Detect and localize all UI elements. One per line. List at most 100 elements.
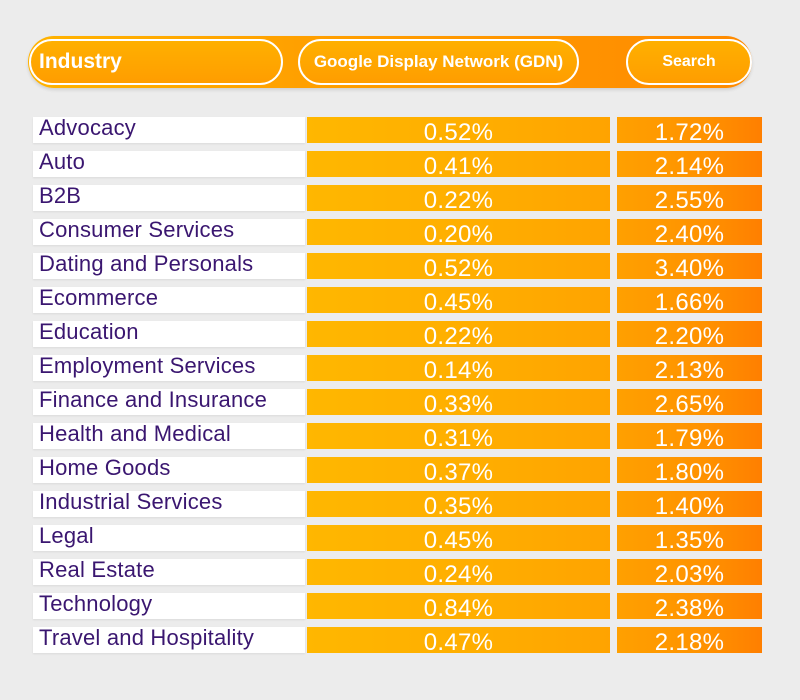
table-row: B2B 0.22% 2.55% (0, 183, 800, 214)
table-row: Auto 0.41% 2.14% (0, 149, 800, 180)
industry-name: Dating and Personals (39, 251, 254, 276)
industry-name: Real Estate (39, 557, 155, 582)
gdn-cell: 0.35% (307, 491, 610, 520)
search-value: 2.14% (654, 153, 725, 180)
gdn-cell: 0.33% (307, 389, 610, 418)
search-value: 1.66% (654, 289, 725, 316)
search-cell: 1.40% (617, 491, 762, 520)
search-value: 2.03% (654, 561, 725, 588)
search-value: 1.79% (654, 425, 725, 452)
industry-name: Employment Services (39, 353, 256, 378)
gdn-value: 0.52% (423, 119, 494, 146)
search-cell: 2.14% (617, 151, 762, 180)
search-value: 1.35% (654, 527, 725, 554)
search-cell: 2.40% (617, 219, 762, 248)
search-value: 2.13% (654, 357, 725, 384)
gdn-value: 0.22% (423, 187, 494, 214)
table-row: Dating and Personals 0.52% 3.40% (0, 251, 800, 282)
gdn-cell: 0.45% (307, 525, 610, 554)
industry-cell: Dating and Personals (33, 251, 305, 279)
table-row: Finance and Insurance 0.33% 2.65% (0, 387, 800, 418)
search-cell: 1.35% (617, 525, 762, 554)
industry-cell: Technology (33, 591, 305, 619)
industry-cell: Real Estate (33, 557, 305, 585)
search-value: 1.80% (654, 459, 725, 486)
industry-cell: Consumer Services (33, 217, 305, 245)
table-row: Legal 0.45% 1.35% (0, 523, 800, 554)
gdn-value: 0.33% (423, 391, 494, 418)
industry-cell: Health and Medical (33, 421, 305, 449)
search-value: 1.72% (654, 119, 725, 146)
industry-name: B2B (39, 183, 82, 208)
search-cell: 2.13% (617, 355, 762, 384)
gdn-value: 0.22% (423, 323, 494, 350)
gdn-cell: 0.14% (307, 355, 610, 384)
table-row: Ecommerce 0.45% 1.66% (0, 285, 800, 316)
industry-cell: Travel and Hospitality (33, 625, 305, 653)
search-cell: 1.66% (617, 287, 762, 316)
table-row: Technology 0.84% 2.38% (0, 591, 800, 622)
search-value: 2.18% (654, 629, 725, 656)
gdn-cell: 0.41% (307, 151, 610, 180)
industry-cell: Home Goods (33, 455, 305, 483)
industry-cell: Education (33, 319, 305, 347)
gdn-value: 0.52% (423, 255, 494, 282)
column-header-search: Search (626, 39, 752, 85)
industry-cell: Legal (33, 523, 305, 551)
search-value: 2.38% (654, 595, 725, 622)
column-header-search-label: Search (662, 53, 716, 70)
search-cell: 2.18% (617, 627, 762, 656)
column-header-industry-label: Industry (39, 50, 122, 73)
gdn-value: 0.20% (423, 221, 494, 248)
gdn-cell: 0.22% (307, 321, 610, 350)
gdn-cell: 0.22% (307, 185, 610, 214)
industry-name: Ecommerce (39, 285, 159, 310)
industry-name: Advocacy (39, 115, 136, 140)
gdn-value: 0.35% (423, 493, 494, 520)
search-value: 1.40% (654, 493, 725, 520)
gdn-cell: 0.37% (307, 457, 610, 486)
column-header-industry: Industry (29, 39, 283, 85)
gdn-cell: 0.84% (307, 593, 610, 622)
search-cell: 2.65% (617, 389, 762, 418)
table-row: Education 0.22% 2.20% (0, 319, 800, 350)
industry-name: Travel and Hospitality (39, 625, 255, 650)
gdn-value: 0.84% (423, 595, 494, 622)
gdn-cell: 0.45% (307, 287, 610, 316)
industry-name: Education (39, 319, 139, 344)
search-value: 2.20% (654, 323, 725, 350)
industry-cell: Ecommerce (33, 285, 305, 313)
gdn-cell: 0.52% (307, 117, 610, 146)
column-header-gdn-label: Google Display Network (GDN) (313, 52, 564, 71)
search-cell: 2.55% (617, 185, 762, 214)
gdn-cell: 0.52% (307, 253, 610, 282)
industry-cell: Auto (33, 149, 305, 177)
table-row: Travel and Hospitality 0.47% 2.18% (0, 625, 800, 656)
search-value: 3.40% (654, 255, 725, 282)
industry-cell: Employment Services (33, 353, 305, 381)
gdn-cell: 0.20% (307, 219, 610, 248)
gdn-value: 0.31% (423, 425, 494, 452)
industry-cell: Advocacy (33, 115, 305, 143)
industry-name: Health and Medical (39, 421, 231, 446)
industry-cell: Finance and Insurance (33, 387, 305, 415)
gdn-cell: 0.31% (307, 423, 610, 452)
industry-name: Finance and Insurance (39, 387, 268, 412)
gdn-cell: 0.24% (307, 559, 610, 588)
search-value: 2.40% (654, 221, 725, 248)
search-cell: 2.20% (617, 321, 762, 350)
column-header-gdn: Google Display Network (GDN) (298, 39, 579, 85)
industry-name: Auto (39, 149, 86, 174)
gdn-value: 0.24% (423, 561, 494, 588)
gdn-value: 0.14% (423, 357, 494, 384)
industry-name: Legal (39, 523, 94, 548)
industry-cell: Industrial Services (33, 489, 305, 517)
industry-name: Industrial Services (39, 489, 223, 514)
table-row: Consumer Services 0.20% 2.40% (0, 217, 800, 248)
gdn-value: 0.45% (423, 527, 494, 554)
industry-name: Technology (39, 591, 153, 616)
search-value: 2.55% (654, 187, 725, 214)
search-cell: 2.03% (617, 559, 762, 588)
search-cell: 1.72% (617, 117, 762, 146)
search-cell: 1.80% (617, 457, 762, 486)
